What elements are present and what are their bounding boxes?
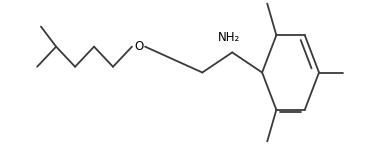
Text: O: O <box>134 40 143 53</box>
Text: NH₂: NH₂ <box>217 31 240 44</box>
